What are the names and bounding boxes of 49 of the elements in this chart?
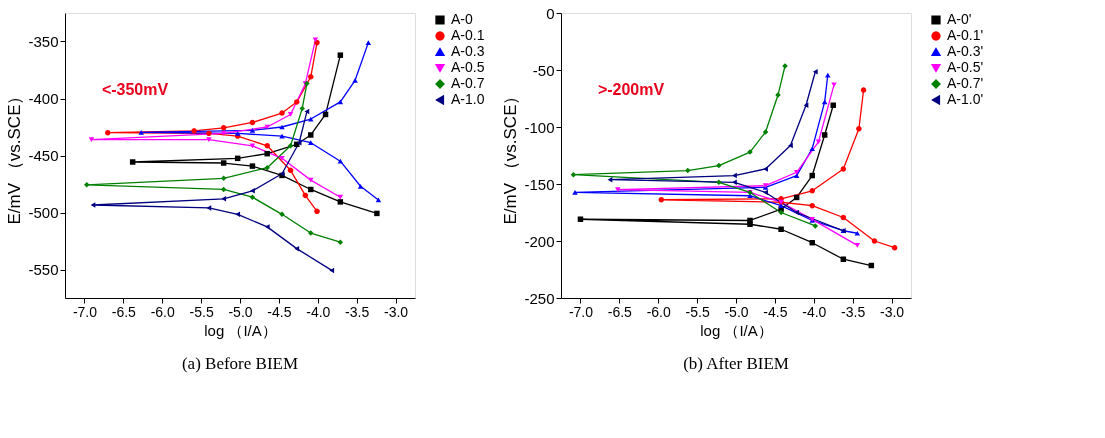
legend-label: A-0'	[947, 11, 972, 27]
y-tick-label: -50	[532, 61, 555, 79]
x-tick-label: -5.0	[724, 303, 749, 320]
annotation: >-200mV	[597, 80, 665, 98]
y-tick-label: -500	[28, 204, 59, 221]
x-tick-label: -6.5	[607, 303, 633, 320]
text: (a) Before BIEM	[181, 354, 299, 373]
x-tick-label: -4.0	[802, 303, 827, 320]
x-axis-title: log （I/A）	[204, 321, 277, 339]
y-tick-label: 0	[546, 4, 555, 22]
x-tick-label: -5.0	[228, 303, 253, 320]
x-tick-label: -5.5	[685, 303, 710, 320]
text: (b) After BIEM	[683, 354, 789, 373]
y-axis-title: E/mV （vs.SCE）	[5, 87, 25, 225]
y-tick-label: -450	[28, 147, 59, 164]
legend-label: A-0.7	[451, 75, 485, 91]
x-tick-label: -6.0	[646, 303, 671, 320]
legend-label: A-0.5	[451, 59, 485, 75]
x-tick-label: -7.0	[568, 303, 594, 320]
y-tick-label: -400	[28, 90, 59, 107]
legend-label: A-0.3	[451, 43, 485, 59]
y-tick-label: -350	[28, 33, 59, 50]
y-tick-label: -250	[524, 289, 555, 307]
y-tick-label: -200	[524, 232, 555, 250]
legend-label: A-0	[451, 11, 473, 27]
x-tick-label: -3.0	[383, 303, 409, 320]
x-tick-label: -4.0	[306, 303, 331, 320]
y-tick-label: -150	[524, 175, 555, 193]
x-tick-label: -3.5	[841, 303, 866, 320]
x-tick-label: -3.0	[879, 303, 905, 320]
legend-label: A-0.3'	[947, 43, 984, 59]
x-tick-label: -6.0	[150, 303, 175, 320]
x-axis-title: log （I/A）	[700, 321, 773, 339]
legend-label: A-0.1	[451, 27, 485, 43]
y-tick-label: -100	[524, 118, 555, 136]
x-tick-label: -4.5	[763, 303, 788, 320]
legend-label: A-1.0'	[947, 91, 984, 107]
y-axis-title: E/mV （vs.SCE）	[501, 87, 521, 225]
x-tick-label: -5.5	[189, 303, 214, 320]
y-tick-label: -550	[28, 261, 59, 278]
x-tick-label: -4.5	[267, 303, 292, 320]
legend-label: A-0.1'	[947, 27, 984, 43]
legend-label: A-0.7'	[947, 75, 984, 91]
legend-label: A-1.0	[451, 91, 485, 107]
x-tick-label: -6.5	[111, 303, 137, 320]
legend-label: A-0.5'	[947, 59, 984, 75]
annotation: <-350mV	[101, 80, 169, 98]
x-tick-label: -3.5	[345, 303, 370, 320]
x-tick-label: -7.0	[72, 303, 98, 320]
